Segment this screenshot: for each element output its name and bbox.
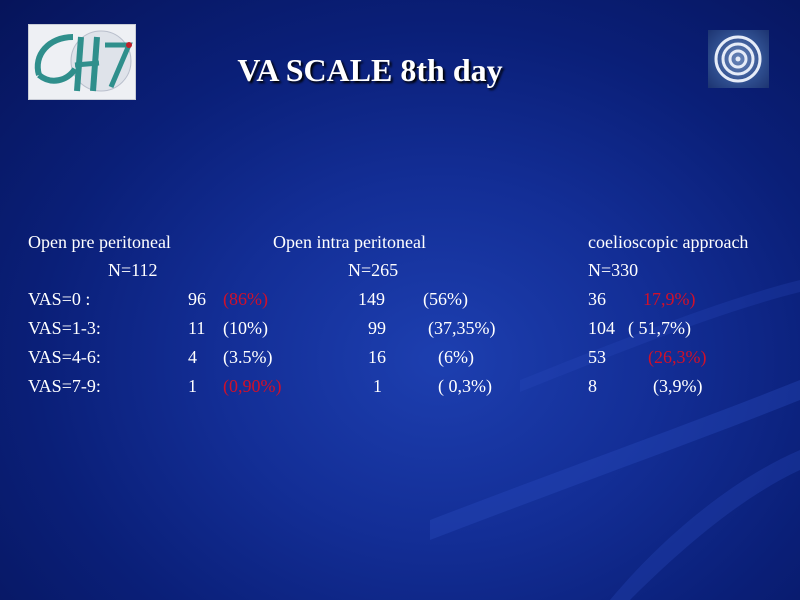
intra-percent: ( 0,3%)	[438, 376, 492, 396]
coel-percent: 17,9%)	[643, 289, 696, 309]
intra-percent: (6%)	[438, 347, 474, 367]
group-header-coel: coelioscopic approach	[588, 232, 749, 252]
group-n-coel: N=330	[588, 260, 639, 280]
intra-count: 16	[368, 347, 386, 367]
coel-count: 53	[588, 347, 606, 367]
coel-percent: ( 51,7%)	[628, 318, 691, 338]
pre-count: 1	[188, 376, 197, 396]
row-label: VAS=0 :	[28, 289, 91, 309]
concentric-circles-logo	[708, 30, 769, 88]
coel-count: 104	[588, 318, 615, 338]
pre-percent: (3.5%)	[223, 347, 273, 367]
slide-title: VA SCALE 8th day	[237, 52, 503, 88]
pre-count: 4	[188, 347, 197, 367]
pre-count: 96	[188, 289, 206, 309]
coel-count: 8	[588, 376, 597, 396]
pre-percent: (10%)	[223, 318, 268, 338]
pre-percent: (0,90%)	[223, 376, 282, 396]
group-header-intra: Open intra peritoneal	[273, 232, 426, 252]
row-label: VAS=7-9:	[28, 376, 101, 396]
intra-percent: (37,35%)	[428, 318, 496, 338]
pre-count: 11	[188, 318, 206, 338]
intra-count: 1	[373, 376, 382, 396]
row-label: VAS=4-6:	[28, 347, 101, 367]
pre-percent: (86%)	[223, 289, 268, 309]
intra-percent: (56%)	[423, 289, 468, 309]
coel-percent: (26,3%)	[648, 347, 707, 367]
intra-count: 99	[368, 318, 386, 338]
coel-percent: (3,9%)	[653, 376, 703, 396]
row-label: VAS=1-3:	[28, 318, 101, 338]
intra-count: 149	[358, 289, 385, 309]
group-header-pre: Open pre peritoneal	[28, 232, 171, 252]
group-n-pre: N=112	[108, 260, 158, 280]
gh7-logo	[28, 24, 136, 100]
group-n-intra: N=265	[348, 260, 399, 280]
coel-count: 36	[588, 289, 606, 309]
